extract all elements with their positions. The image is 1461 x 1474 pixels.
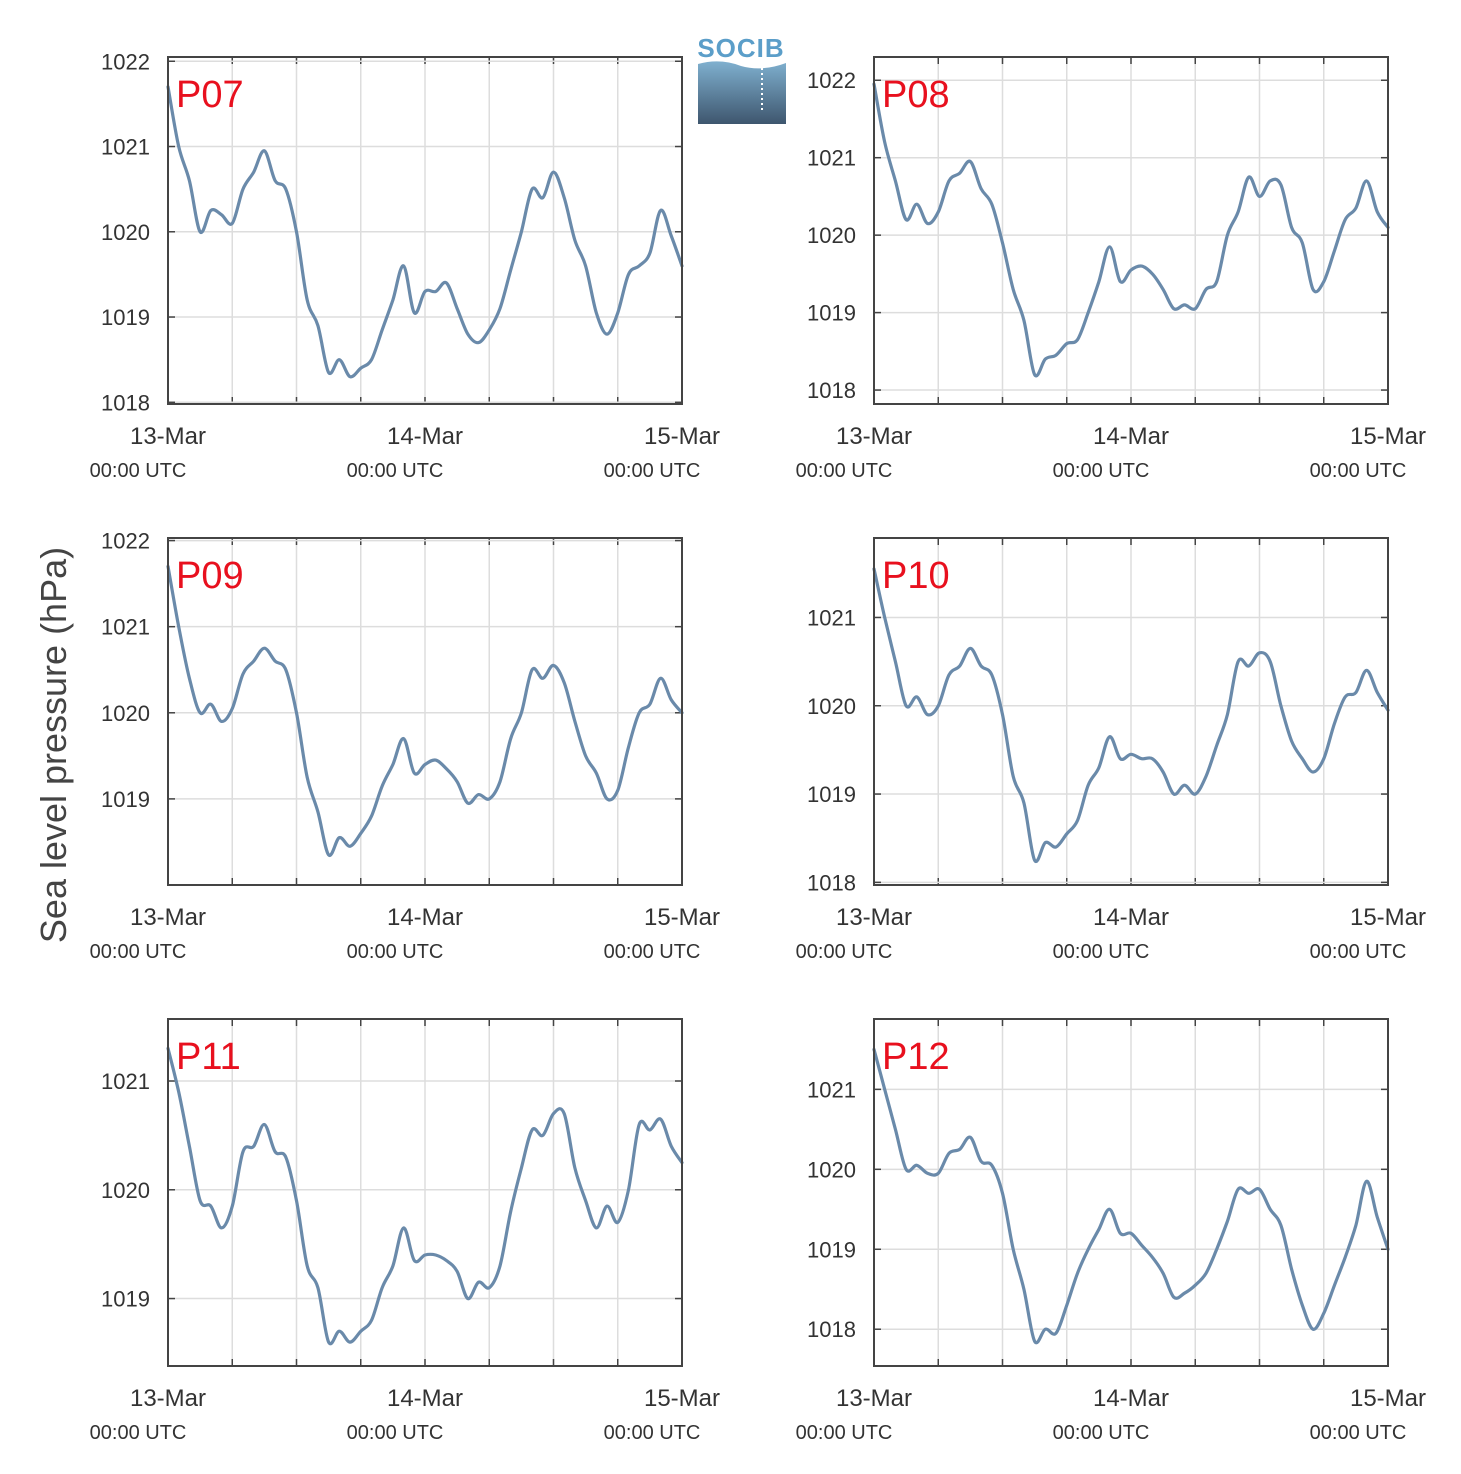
y-tick-label: 1021: [101, 135, 150, 160]
y-tick-label: 1020: [807, 223, 856, 248]
panel-label: P08: [882, 74, 950, 116]
x-tick-time-label: 00:00 UTC: [796, 941, 893, 963]
panel-label: P12: [882, 1036, 950, 1078]
x-tick-time-label: 00:00 UTC: [90, 1422, 187, 1444]
x-tick-date-label: 15-Mar: [1350, 1385, 1426, 1412]
axes-frame: [167, 56, 683, 405]
x-tick-date-label: 15-Mar: [644, 904, 720, 931]
logo-text: SOCIB: [697, 33, 784, 63]
x-tick-date-label: 14-Mar: [1093, 423, 1169, 450]
y-tick-label: 1020: [101, 701, 150, 726]
series-line: [166, 564, 684, 858]
panel-p10: 1018 1019 1020 1021 13-Mar 00:00 UTC 14-Mar 00:…: [796, 537, 1426, 963]
x-tick-date-label: 15-Mar: [1350, 423, 1426, 450]
panel-p07: 1018 1019 1020 1021 1022 13-Mar 00:00 UTC 14-Ma…: [90, 49, 720, 482]
x-tick-time-label: 00:00 UTC: [604, 941, 701, 963]
axes-frame: [167, 1018, 683, 1367]
y-tick-label: 1022: [101, 49, 150, 74]
series-line: [872, 82, 1390, 378]
x-tick-date-label: 13-Mar: [130, 1385, 206, 1412]
y-tick-label: 1020: [807, 694, 856, 719]
panel-p08: 1018 1019 1020 1021 1022 13-Mar 00:00 UTC 14-Ma…: [796, 56, 1426, 482]
y-tick-label: 1022: [807, 68, 856, 93]
y-tick-label: 1021: [807, 1077, 856, 1102]
x-tick-time-label: 00:00 UTC: [796, 460, 893, 482]
x-tick-date-label: 13-Mar: [836, 423, 912, 450]
y-tick-label: 1021: [807, 605, 856, 630]
x-tick-time-label: 00:00 UTC: [1310, 1422, 1407, 1444]
x-tick-time-label: 00:00 UTC: [347, 941, 444, 963]
panel-p12: 1018 1019 1020 1021 13-Mar 00:00 UTC 14-Mar 00:…: [796, 1018, 1426, 1444]
x-tick-time-label: 00:00 UTC: [604, 1422, 701, 1444]
x-tick-date-label: 13-Mar: [836, 904, 912, 931]
panel-label: P09: [176, 555, 244, 597]
y-axis-label: Sea level pressure (hPa): [33, 547, 74, 943]
y-tick-label: 1021: [101, 1069, 150, 1094]
x-tick-date-label: 14-Mar: [387, 1385, 463, 1412]
panel-p11: 1019 1020 1021 13-Mar 00:00 UTC 14-Mar 00:00 U…: [90, 1018, 720, 1444]
y-tick-label: 1020: [807, 1157, 856, 1182]
x-tick-date-label: 14-Mar: [387, 423, 463, 450]
series-line: [166, 85, 684, 379]
x-tick-date-label: 14-Mar: [387, 904, 463, 931]
x-tick-time-label: 00:00 UTC: [1053, 1422, 1150, 1444]
y-tick-label: 1019: [101, 787, 150, 812]
x-tick-time-label: 00:00 UTC: [1310, 941, 1407, 963]
axes-frame: [873, 537, 1389, 886]
series-line: [872, 1047, 1390, 1345]
x-tick-time-label: 00:00 UTC: [1310, 460, 1407, 482]
x-tick-time-label: 00:00 UTC: [1053, 941, 1150, 963]
x-tick-time-label: 00:00 UTC: [604, 460, 701, 482]
y-tick-label: 1018: [101, 390, 150, 415]
series-line: [166, 1046, 684, 1346]
y-tick-label: 1021: [807, 146, 856, 171]
panel-label: P10: [882, 555, 950, 597]
y-tick-label: 1018: [807, 1317, 856, 1342]
panel-label: P07: [176, 74, 244, 116]
y-tick-label: 1018: [807, 870, 856, 895]
y-tick-label: 1020: [101, 220, 150, 245]
x-tick-date-label: 13-Mar: [130, 904, 206, 931]
x-tick-time-label: 00:00 UTC: [1053, 460, 1150, 482]
panel-label: P11: [176, 1036, 241, 1078]
panels: 1018 1019 1020 1021 1022 13-Mar 00:00 UTC 14-Ma…: [90, 49, 1426, 1444]
series-line: [872, 567, 1390, 864]
x-tick-time-label: 00:00 UTC: [796, 1422, 893, 1444]
y-tick-label: 1019: [807, 782, 856, 807]
y-tick-label: 1022: [101, 529, 150, 554]
axes-frame: [873, 1018, 1389, 1367]
x-tick-date-label: 14-Mar: [1093, 904, 1169, 931]
x-tick-date-label: 15-Mar: [644, 423, 720, 450]
x-tick-time-label: 00:00 UTC: [347, 460, 444, 482]
y-tick-label: 1019: [807, 301, 856, 326]
x-tick-time-label: 00:00 UTC: [90, 941, 187, 963]
logo-wave-block: [698, 61, 786, 124]
panel-p09: 1019 1020 1021 1022 13-Mar 00:00 UTC 14-Mar 00:…: [90, 529, 720, 963]
x-tick-time-label: 00:00 UTC: [347, 1422, 444, 1444]
y-tick-label: 1020: [101, 1178, 150, 1203]
y-tick-label: 1019: [101, 305, 150, 330]
x-tick-date-label: 13-Mar: [130, 423, 206, 450]
x-tick-date-label: 13-Mar: [836, 1385, 912, 1412]
y-tick-label: 1019: [807, 1237, 856, 1262]
x-tick-date-label: 15-Mar: [1350, 904, 1426, 931]
axes-frame: [873, 56, 1389, 405]
x-tick-time-label: 00:00 UTC: [90, 460, 187, 482]
socib-logo: SOCIB: [697, 33, 786, 124]
y-tick-label: 1019: [101, 1287, 150, 1312]
axes-frame: [167, 537, 683, 886]
x-tick-date-label: 15-Mar: [644, 1385, 720, 1412]
y-tick-label: 1021: [101, 615, 150, 640]
x-tick-date-label: 14-Mar: [1093, 1385, 1169, 1412]
y-tick-label: 1018: [807, 378, 856, 403]
